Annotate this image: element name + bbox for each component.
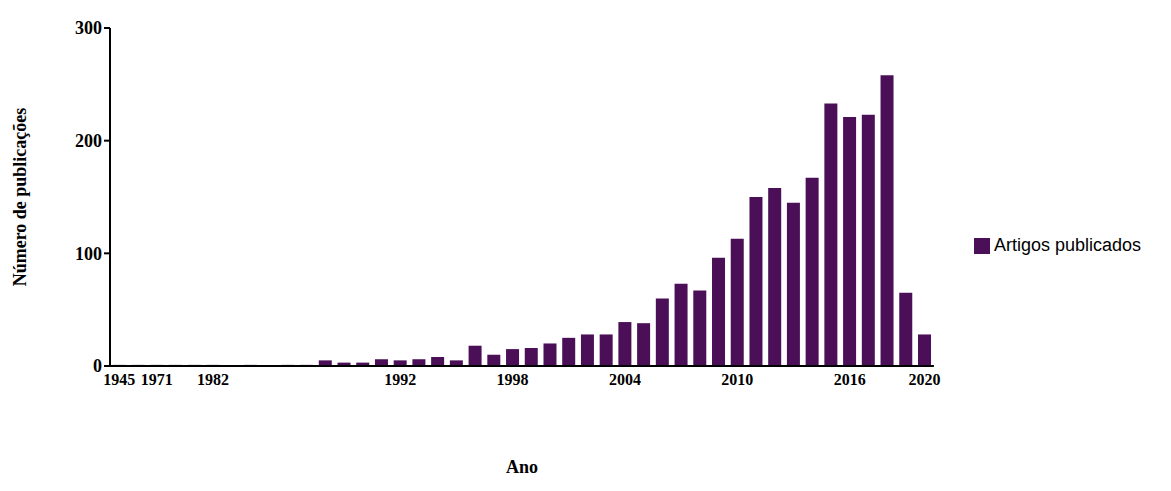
svg-text:2010: 2010 xyxy=(721,371,753,388)
svg-text:1998: 1998 xyxy=(497,371,529,388)
svg-text:1971: 1971 xyxy=(141,371,173,388)
svg-text:300: 300 xyxy=(75,18,102,38)
svg-text:100: 100 xyxy=(75,244,102,264)
svg-text:Ano: Ano xyxy=(506,457,538,477)
svg-text:Número de publicações: Número de publicações xyxy=(10,108,30,287)
html-text:Artigos publicados: Artigos publicados xyxy=(993,235,1141,255)
svg-text:1945: 1945 xyxy=(103,371,135,388)
svg-text:2004: 2004 xyxy=(609,371,641,388)
svg-text:2020: 2020 xyxy=(909,371,941,388)
svg-text:200: 200 xyxy=(75,131,102,151)
svg-text:2016: 2016 xyxy=(834,371,866,388)
svg-text:0: 0 xyxy=(93,356,102,376)
svg-text:1992: 1992 xyxy=(384,371,416,388)
svg-text:1982: 1982 xyxy=(197,371,229,388)
